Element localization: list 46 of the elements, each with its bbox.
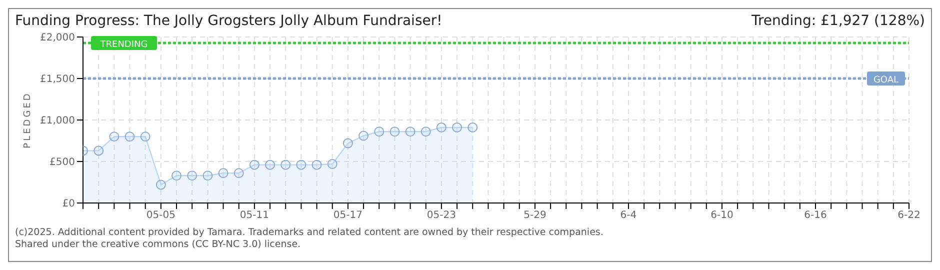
point: [94, 146, 104, 156]
point: [187, 170, 198, 181]
point: [468, 122, 478, 132]
y-tick-label: £0: [62, 198, 75, 210]
point: [342, 138, 353, 148]
point: [172, 170, 182, 181]
point: [234, 168, 244, 178]
point: [280, 160, 291, 170]
point: [436, 122, 446, 132]
y-tick-label: £1,500: [40, 74, 75, 86]
point: [327, 158, 338, 169]
ref-line-label: TRENDING: [99, 40, 148, 50]
y-tick-label: £500: [50, 157, 75, 168]
point: [312, 160, 322, 170]
point: [296, 160, 306, 170]
point: [452, 122, 462, 132]
x-tick-label: 6-22: [898, 210, 920, 222]
text: Shared under the creative commons (CC BY-NC 3.0) license.: [15, 239, 302, 251]
y-tick-label: £1,000: [40, 116, 75, 127]
chart-subtitle: Trending: £1,927 (128%): [751, 13, 925, 29]
x-tick-label: 05-11: [240, 210, 269, 222]
y-axis-title: PLEDGED: [23, 92, 34, 148]
x-tick-label: 6-4: [620, 210, 637, 222]
x-tick-label: 6-10: [710, 210, 734, 222]
x-tick-label: 05-17: [333, 210, 362, 222]
point: [405, 126, 416, 137]
x-tick-label: 5-29: [524, 210, 546, 222]
ref-line-label: GOAL: [873, 76, 899, 86]
point: [249, 160, 260, 170]
point: [202, 170, 213, 181]
point: [265, 160, 276, 170]
x-tick-label: 05-23: [426, 210, 456, 222]
y-tick-label: £2,000: [40, 32, 75, 44]
point: [156, 180, 166, 190]
x-tick-label: 6-16: [804, 210, 827, 222]
point: [218, 168, 228, 178]
point: [374, 126, 384, 137]
point: [124, 132, 135, 142]
x-tick-label: 05-05: [146, 210, 176, 222]
point: [358, 130, 369, 141]
point: [390, 126, 400, 137]
point: [420, 126, 431, 137]
point: [109, 132, 120, 142]
chart-title: Funding Progress: The Jolly Grogsters Jolly Album Fundraiser!: [15, 13, 442, 29]
text: (c)2025. Additional content provided by Tamara. Trademarks and related content are owned by their respective companies.: [15, 227, 604, 239]
point: [140, 132, 150, 142]
